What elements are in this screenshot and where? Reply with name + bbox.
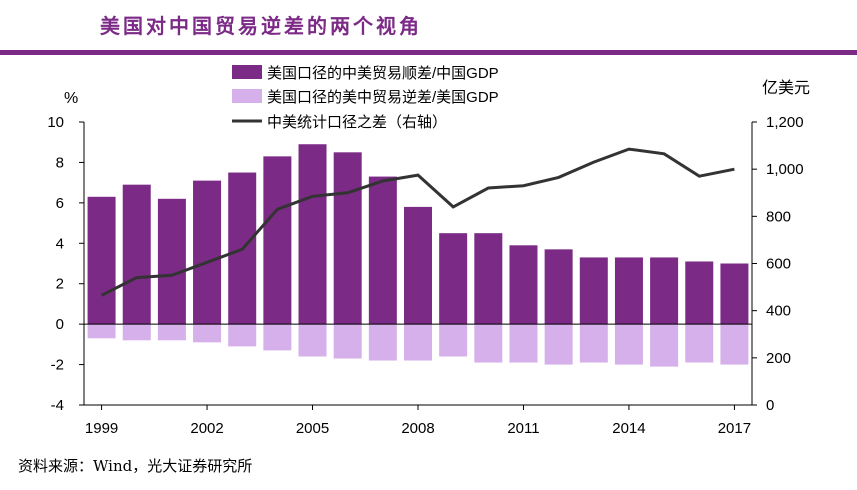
x-tick-label: 2008 — [401, 420, 434, 437]
right-tick-label: 1,200 — [766, 114, 804, 131]
bar-cn-surplus — [650, 257, 679, 325]
x-tick-label: 2011 — [507, 420, 539, 437]
bar-cn-surplus — [579, 257, 608, 325]
source-note: 资料来源：Wind，光大证券研究所 — [18, 457, 253, 475]
right-tick-label: 200 — [766, 350, 791, 367]
right-tick-label: 400 — [766, 303, 791, 320]
bar-us-deficit — [509, 324, 538, 363]
bar-us-deficit — [720, 324, 749, 365]
bar-cn-surplus — [509, 245, 538, 325]
left-tick-label: 10 — [47, 114, 64, 131]
right-tick-label: 800 — [766, 208, 791, 225]
legend-label: 美国口径的美中贸易逆差/美国GDP — [267, 89, 499, 106]
bar-us-deficit — [614, 324, 643, 365]
left-tick-label: 0 — [56, 316, 64, 333]
bar-cn-surplus — [685, 261, 714, 325]
bar-us-deficit — [368, 324, 397, 361]
bar-cn-surplus — [193, 180, 222, 325]
legend-label: 中美统计口径之差（右轴） — [267, 114, 447, 131]
right-tick-label: 1,000 — [766, 161, 804, 178]
left-tick-label: -4 — [51, 397, 64, 414]
bar-us-deficit — [579, 324, 608, 363]
legend-swatch — [232, 89, 262, 103]
chart: -4 -2 0 2 4 6 8 10 0 200 400 600 800 1,000 1,200 1999… — [47, 65, 810, 437]
left-tick-label: 6 — [56, 195, 64, 212]
left-tick-label: 2 — [56, 276, 64, 293]
bar-us-deficit — [157, 324, 186, 341]
left-tick-label: -2 — [51, 357, 64, 374]
bar-cn-surplus — [474, 233, 503, 325]
legend-swatch — [232, 65, 262, 79]
chart-title: 美国对中国贸易逆差的两个视角 — [100, 14, 422, 38]
x-tick-label: 2014 — [612, 420, 645, 437]
bar-us-deficit — [685, 324, 714, 363]
bar-us-deficit — [228, 324, 257, 347]
bar-us-deficit — [439, 324, 468, 357]
bar-us-deficit — [87, 324, 116, 339]
bar-us-deficit — [333, 324, 362, 359]
bar-cn-surplus — [87, 196, 116, 325]
bar-cn-surplus — [720, 263, 749, 325]
left-axis-unit: % — [64, 90, 78, 107]
left-tick-label: 8 — [56, 154, 64, 171]
bar-us-deficit — [404, 324, 432, 361]
bar-cn-surplus — [439, 233, 468, 325]
bar-cn-surplus — [544, 249, 573, 325]
bar-us-deficit — [650, 324, 679, 367]
legend: 美国口径的中美贸易顺差/中国GDP 美国口径的美中贸易逆差/美国GDP 中美统计口径… — [232, 65, 499, 131]
right-tick-label: 600 — [766, 256, 791, 273]
x-tick-label: 2017 — [718, 420, 751, 437]
bar-cn-surplus — [614, 257, 643, 325]
bar-us-deficit — [544, 324, 573, 365]
bar-cn-surplus — [368, 176, 397, 325]
left-tick-label: 4 — [56, 235, 64, 252]
bar-cn-surplus — [333, 152, 362, 325]
bar-us-deficit — [298, 324, 327, 357]
x-tick-label: 2002 — [190, 420, 223, 437]
line-stat-gap — [100, 147, 735, 297]
title-underline — [0, 50, 857, 55]
bar-us-deficit — [122, 324, 151, 341]
bar-us-deficit — [193, 324, 222, 343]
right-axis-unit: 亿美元 — [762, 79, 810, 97]
x-tick-label: 1999 — [85, 420, 118, 437]
bar-cn-surplus — [263, 156, 292, 325]
bar-cn-surplus — [157, 198, 186, 325]
bar-us-deficit — [474, 324, 503, 363]
x-tick-label: 2005 — [296, 420, 329, 437]
bar-us-deficit — [263, 324, 292, 351]
bar-cn-surplus — [298, 144, 327, 325]
right-tick-label: 0 — [766, 397, 774, 414]
bar-cn-surplus — [122, 184, 151, 325]
legend-label: 美国口径的中美贸易顺差/中国GDP — [267, 65, 499, 82]
bar-cn-surplus — [404, 206, 432, 325]
